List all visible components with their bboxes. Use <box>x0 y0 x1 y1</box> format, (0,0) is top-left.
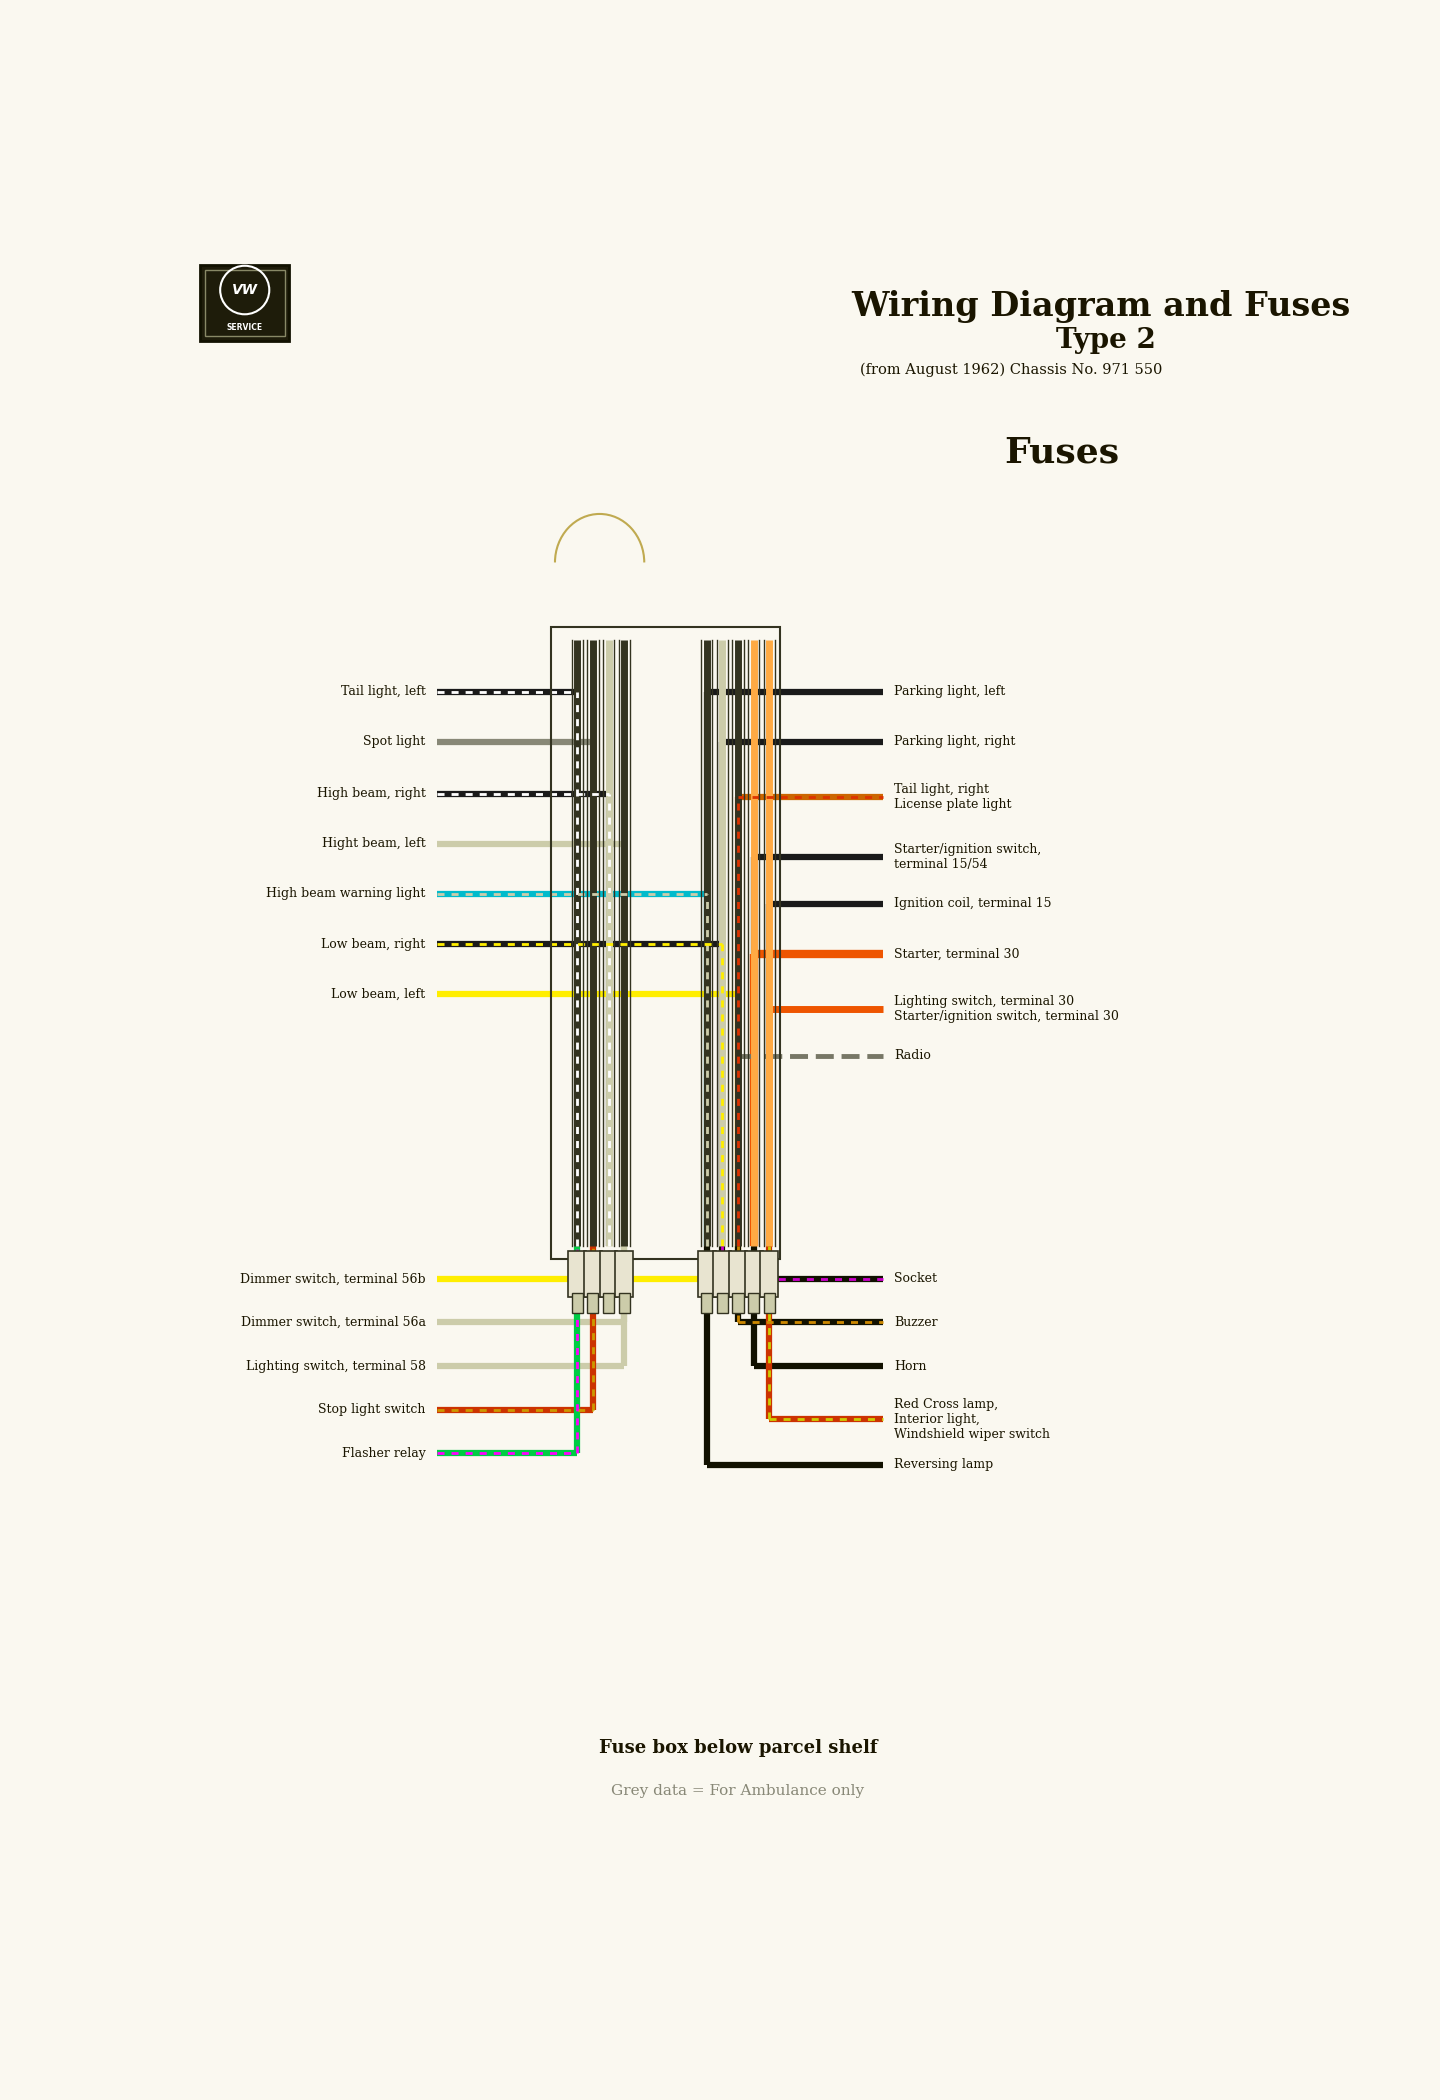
Bar <box>713 1252 732 1296</box>
Text: Flasher relay: Flasher relay <box>341 1447 426 1459</box>
Text: Ignition coil, terminal 15: Ignition coil, terminal 15 <box>894 897 1051 909</box>
Bar <box>599 1252 618 1296</box>
Text: Low beam, right: Low beam, right <box>321 937 426 951</box>
Bar <box>701 1294 713 1312</box>
Text: Wiring Diagram and Fuses: Wiring Diagram and Fuses <box>851 290 1351 323</box>
Bar <box>603 1294 613 1312</box>
Text: Buzzer: Buzzer <box>894 1317 937 1329</box>
Bar <box>698 1252 716 1296</box>
Bar <box>763 1294 775 1312</box>
Text: Type 2: Type 2 <box>1057 328 1156 355</box>
Text: Reversing lamp: Reversing lamp <box>894 1457 994 1472</box>
Text: Radio: Radio <box>894 1050 932 1063</box>
Bar <box>588 1294 599 1312</box>
Text: High beam warning light: High beam warning light <box>266 888 426 901</box>
Text: (from August 1962) Chassis No. 971 550: (from August 1962) Chassis No. 971 550 <box>860 363 1162 378</box>
Text: Hight beam, left: Hight beam, left <box>321 838 426 851</box>
Bar <box>585 1252 602 1296</box>
Bar <box>733 1294 743 1312</box>
Bar <box>717 1294 729 1312</box>
Text: Fuse box below parcel shelf: Fuse box below parcel shelf <box>599 1739 877 1758</box>
Text: Lighting switch, terminal 30
Starter/ignition switch, terminal 30: Lighting switch, terminal 30 Starter/ign… <box>894 995 1119 1023</box>
Text: Tail light, left: Tail light, left <box>341 685 426 699</box>
Text: Red Cross lamp,
Interior light,
Windshield wiper switch: Red Cross lamp, Interior light, Windshie… <box>894 1399 1050 1441</box>
Text: Dimmer switch, terminal 56b: Dimmer switch, terminal 56b <box>240 1273 426 1285</box>
Text: Parking light, left: Parking light, left <box>894 685 1005 699</box>
Text: Starter/ignition switch,
terminal 15/54: Starter/ignition switch, terminal 15/54 <box>894 842 1041 871</box>
Text: Grey data = For Ambulance only: Grey data = For Ambulance only <box>612 1785 864 1798</box>
Bar <box>572 1294 583 1312</box>
Text: Starter, terminal 30: Starter, terminal 30 <box>894 947 1020 960</box>
Text: Parking light, right: Parking light, right <box>894 735 1015 748</box>
Bar <box>744 1252 763 1296</box>
Bar <box>747 1294 759 1312</box>
Text: Tail light, right
License plate light: Tail light, right License plate light <box>894 783 1012 811</box>
Bar <box>760 1252 778 1296</box>
Text: Horn: Horn <box>894 1359 927 1373</box>
Bar <box>550 628 780 1260</box>
Bar <box>569 1252 586 1296</box>
Bar <box>204 269 285 336</box>
Bar <box>200 265 289 340</box>
Text: Socket: Socket <box>894 1273 937 1285</box>
Text: SERVICE: SERVICE <box>226 323 262 332</box>
Bar <box>729 1252 747 1296</box>
Text: Lighting switch, terminal 58: Lighting switch, terminal 58 <box>245 1359 426 1373</box>
Text: Low beam, left: Low beam, left <box>331 987 426 1002</box>
Text: High beam, right: High beam, right <box>317 788 426 800</box>
Text: Stop light switch: Stop light switch <box>318 1403 426 1415</box>
Text: Spot light: Spot light <box>363 735 426 748</box>
Text: Dimmer switch, terminal 56a: Dimmer switch, terminal 56a <box>240 1317 426 1329</box>
Text: Fuses: Fuses <box>1004 435 1119 470</box>
Bar <box>615 1252 634 1296</box>
Bar <box>619 1294 629 1312</box>
Text: VW: VW <box>232 284 258 296</box>
